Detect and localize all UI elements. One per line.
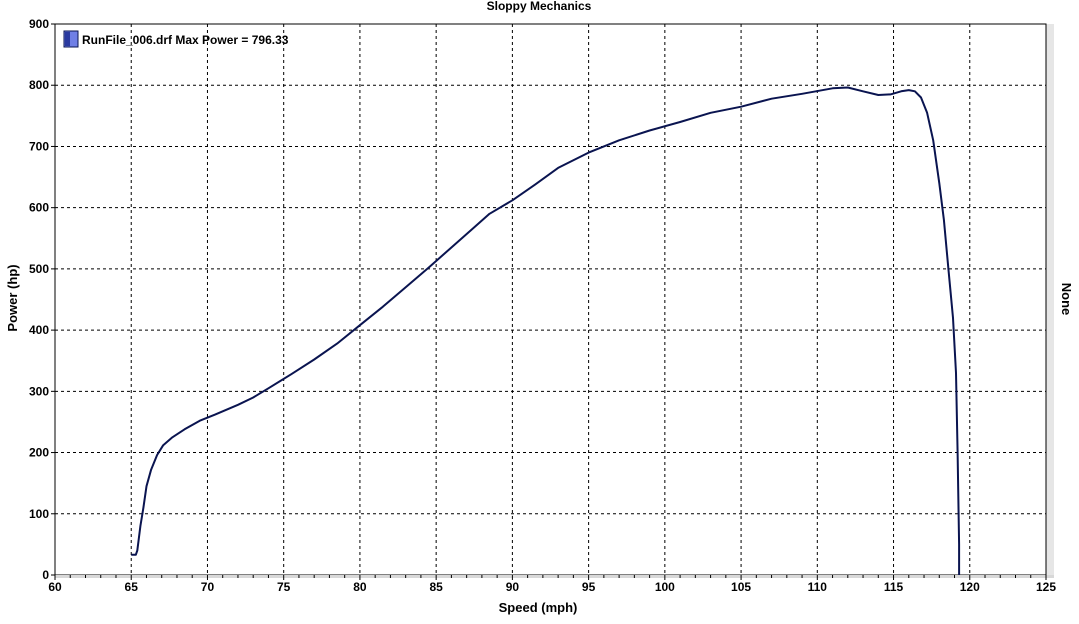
- y-tick-label: 800: [29, 78, 49, 92]
- minor-ticks: [51, 23, 1047, 580]
- x-tick-label: 65: [125, 580, 139, 594]
- series-layer: [131, 86, 961, 575]
- power-curve-line: [131, 86, 961, 575]
- y-axis-title: Power (hp): [5, 264, 20, 331]
- x-tick-label: 95: [582, 580, 596, 594]
- y-tick-label: 400: [29, 323, 49, 337]
- y-tick-labels: 0 100 200 300 400 500 600 700 800 900: [29, 17, 49, 582]
- y-tick-label: 100: [29, 507, 49, 521]
- x-tick-label: 105: [731, 580, 751, 594]
- y-tick-label: 600: [29, 201, 49, 215]
- x-tick-label: 120: [960, 580, 980, 594]
- x-tick-label: 85: [429, 580, 443, 594]
- legend: RunFile_006.drf Max Power = 796.33: [63, 30, 289, 48]
- plot-area: [54, 23, 1047, 576]
- x-tick-label: 110: [808, 580, 828, 594]
- x-tick-label: 100: [655, 580, 675, 594]
- bottom-border-strip: [55, 575, 1054, 578]
- y-tick-label: 500: [29, 262, 49, 276]
- grid-lines: [55, 24, 1046, 575]
- x-axis-title: Speed (mph): [499, 600, 578, 615]
- y-tick-label: 0: [42, 568, 49, 582]
- x-tick-label: 125: [1036, 580, 1056, 594]
- x-tick-label: 75: [277, 580, 291, 594]
- chart-title: Sloppy Mechanics: [487, 0, 592, 13]
- legend-label: RunFile_006.drf Max Power = 796.33: [82, 33, 289, 47]
- y-tick-label: 200: [29, 446, 49, 460]
- x-tick-label: 80: [353, 580, 367, 594]
- y-tick-label: 300: [29, 384, 49, 398]
- x-tick-labels: 60 65 70 75 80 85 90 95 100 105 110 115 120 125: [48, 580, 1056, 594]
- legend-swatch-inner: [65, 32, 70, 46]
- y-tick-label: 900: [29, 17, 49, 31]
- x-tick-label: 60: [48, 580, 62, 594]
- right-border-strip: [1046, 24, 1054, 575]
- x-tick-label: 90: [506, 580, 520, 594]
- right-axis-title: None: [1059, 283, 1074, 316]
- y-tick-label: 700: [29, 139, 49, 153]
- x-tick-label: 70: [201, 580, 215, 594]
- x-tick-label: 115: [884, 580, 904, 594]
